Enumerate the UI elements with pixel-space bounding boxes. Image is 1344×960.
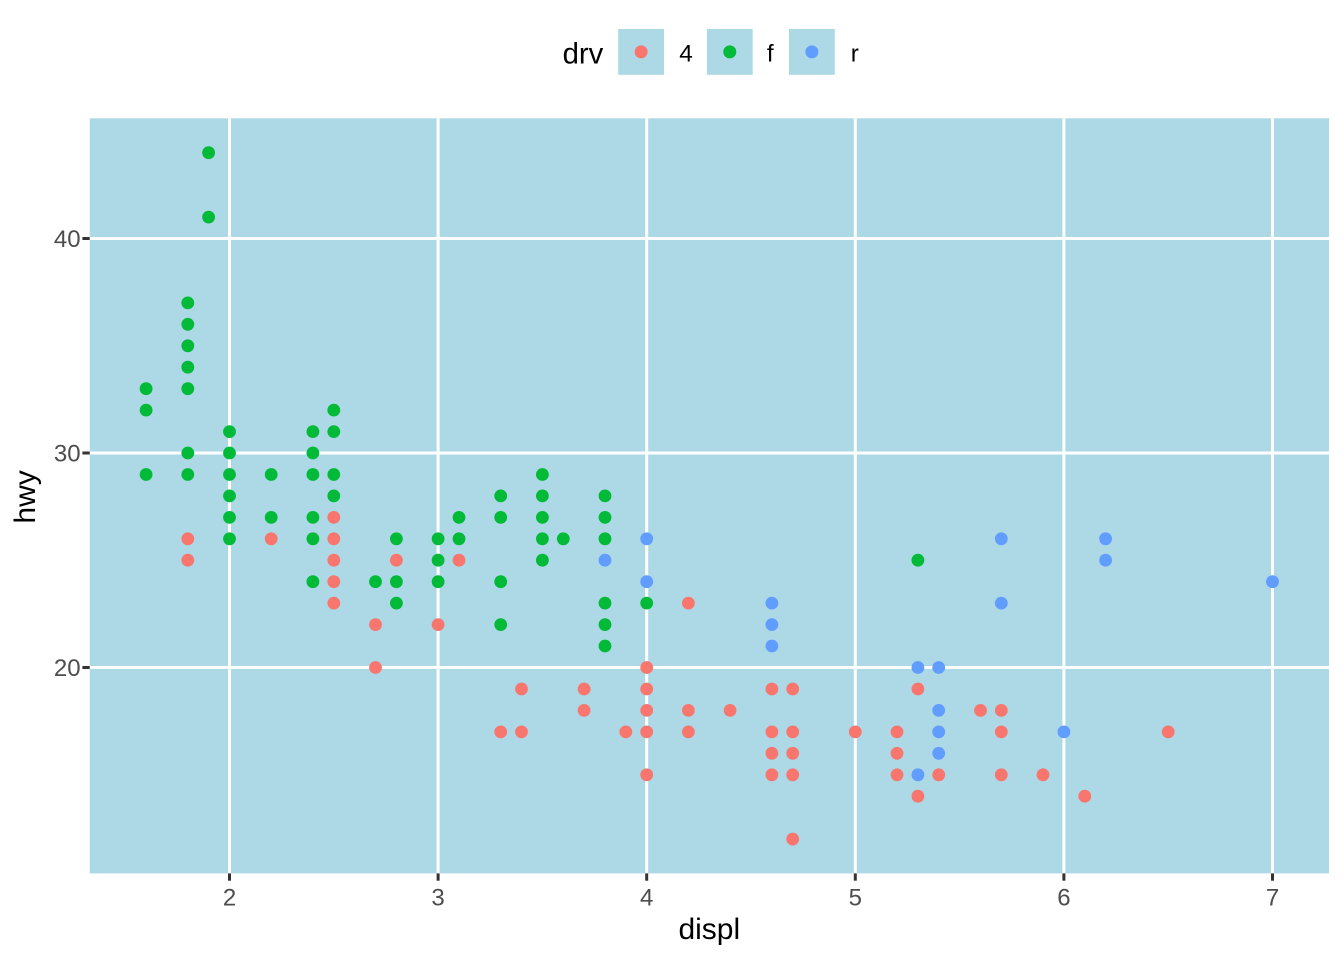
svg-text:5: 5 <box>849 885 862 912</box>
svg-text:displ: displ <box>678 913 740 946</box>
svg-text:3: 3 <box>431 885 444 912</box>
svg-text:30: 30 <box>54 440 81 467</box>
svg-text:f: f <box>767 41 774 68</box>
svg-text:7: 7 <box>1266 885 1279 912</box>
svg-text:4: 4 <box>679 41 693 68</box>
svg-text:hwy: hwy <box>9 470 42 523</box>
svg-text:6: 6 <box>1057 885 1070 912</box>
svg-text:drv: drv <box>563 38 604 71</box>
svg-text:40: 40 <box>54 226 81 253</box>
svg-text:2: 2 <box>223 885 236 912</box>
svg-text:4: 4 <box>640 885 653 912</box>
svg-text:r: r <box>851 41 859 68</box>
svg-text:20: 20 <box>54 655 81 682</box>
